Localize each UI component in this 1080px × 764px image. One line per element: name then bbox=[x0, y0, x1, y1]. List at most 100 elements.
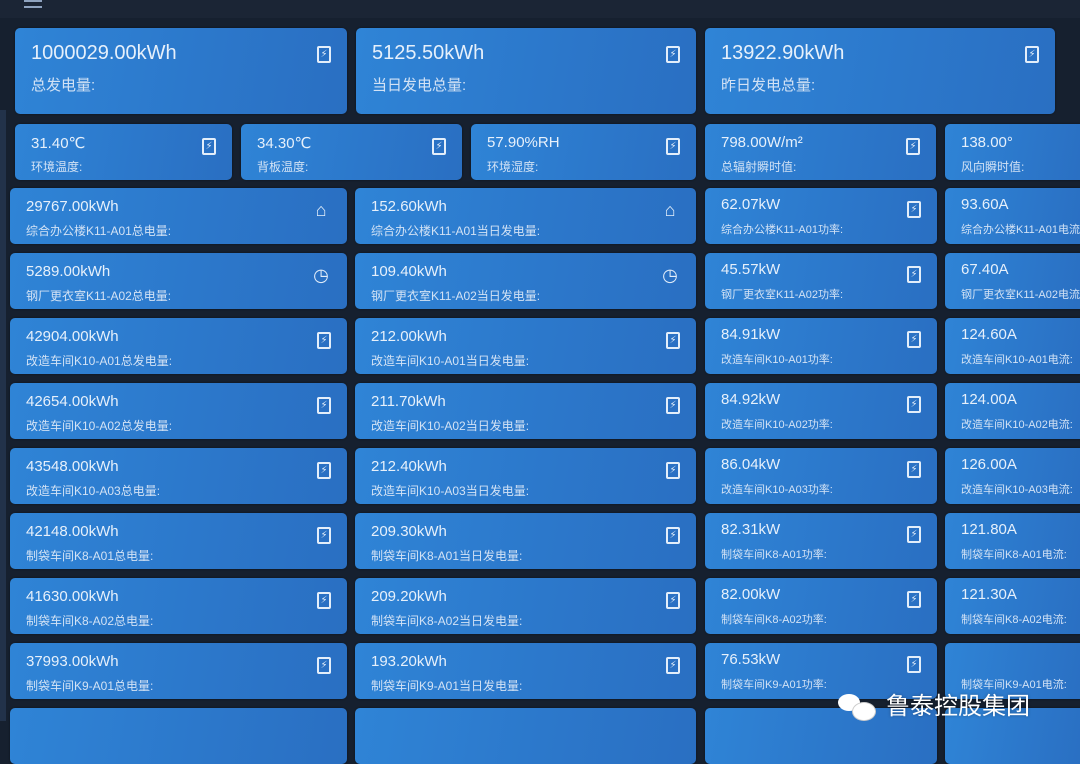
card-label: 改造车间K10-A03当日发电量: bbox=[371, 484, 530, 498]
meter-card-current[interactable]: 93.60A 综合办公楼K11-A01电流: bbox=[945, 188, 1080, 244]
file-icon[interactable]: ⚡ bbox=[666, 397, 680, 414]
meter-card-daily[interactable]: 109.40kWh 钢厂更衣室K11-A02当日发电量: ◷ bbox=[355, 253, 696, 309]
meter-card-daily[interactable]: 193.20kWh 制袋车间K9-A01当日发电量: ⚡ bbox=[355, 643, 696, 699]
home-icon[interactable]: ⌂ bbox=[315, 200, 327, 220]
watermark-text: 鲁泰控股集团 bbox=[886, 693, 1030, 720]
meter-card-power[interactable]: 84.91kW 改造车间K10-A01功率: ⚡ bbox=[705, 318, 937, 374]
file-icon[interactable]: ⚡ bbox=[907, 461, 921, 478]
file-icon[interactable]: ⚡ bbox=[317, 592, 331, 609]
meter-card-daily[interactable]: 211.70kWh 改造车间K10-A02当日发电量: ⚡ bbox=[355, 383, 696, 439]
file-icon[interactable]: ⚡ bbox=[907, 201, 921, 218]
file-icon[interactable]: ⚡ bbox=[666, 592, 680, 609]
meter-card-power[interactable]: 76.53kW 制袋车间K9-A01功率: ⚡ bbox=[705, 643, 937, 699]
file-icon[interactable]: ⚡ bbox=[317, 527, 331, 544]
summary-card[interactable]: 5125.50kWh 当日发电总量: ⚡ bbox=[356, 28, 696, 114]
card-label: 钢厂更衣室K11-A02当日发电量: bbox=[371, 289, 541, 303]
file-icon[interactable]: ⚡ bbox=[432, 138, 446, 155]
meter-card-current[interactable]: 制袋车间K9-A01电流: bbox=[945, 643, 1080, 699]
card-label: 改造车间K10-A02当日发电量: bbox=[371, 419, 530, 433]
card-value: 31.40℃ bbox=[31, 135, 86, 152]
file-icon[interactable]: ⚡ bbox=[907, 266, 921, 283]
file-icon[interactable]: ⚡ bbox=[907, 526, 921, 543]
file-icon[interactable]: ⚡ bbox=[317, 397, 331, 414]
card-value: 209.30kWh bbox=[371, 523, 447, 540]
meter-card-daily[interactable]: 209.30kWh 制袋车间K8-A01当日发电量: ⚡ bbox=[355, 513, 696, 569]
file-icon[interactable]: ⚡ bbox=[907, 656, 921, 673]
meter-card-current[interactable]: 124.60A 改造车间K10-A01电流: bbox=[945, 318, 1080, 374]
meter-card-total[interactable]: 42148.00kWh 制袋车间K8-A01总电量: ⚡ bbox=[10, 513, 347, 569]
card-value: 67.40A bbox=[961, 261, 1009, 278]
card-label: 制袋车间K9-A01当日发电量: bbox=[371, 679, 523, 693]
meter-card-total[interactable]: 41630.00kWh 制袋车间K8-A02总电量: ⚡ bbox=[10, 578, 347, 634]
card-value: 121.80A bbox=[961, 521, 1017, 538]
meter-card-total[interactable]: 29767.00kWh 综合办公楼K11-A01总电量: ⌂ bbox=[10, 188, 347, 244]
file-icon[interactable]: ⚡ bbox=[907, 396, 921, 413]
card-value: 82.31kW bbox=[721, 521, 781, 538]
meter-card-current[interactable]: 121.80A 制袋车间K8-A01电流: bbox=[945, 513, 1080, 569]
file-icon[interactable]: ⚡ bbox=[317, 462, 331, 479]
card-value: 57.90%RH bbox=[487, 134, 560, 151]
file-icon[interactable]: ⚡ bbox=[907, 331, 921, 348]
file-icon[interactable]: ⚡ bbox=[202, 138, 216, 155]
card-label: 制袋车间K8-A01功率: bbox=[721, 549, 827, 561]
card-value: 193.20kWh bbox=[371, 653, 447, 670]
meter-card-current[interactable]: 67.40A 钢厂更衣室K11-A02电流: bbox=[945, 253, 1080, 309]
card-label: 制袋车间K9-A01电流: bbox=[961, 679, 1067, 691]
meter-card-power[interactable]: 82.31kW 制袋车间K8-A01功率: ⚡ bbox=[705, 513, 937, 569]
card-value: 84.91kW bbox=[721, 326, 781, 343]
meter-card-current[interactable]: 126.00A 改造车间K10-A03电流: bbox=[945, 448, 1080, 504]
gauge-icon[interactable]: ◷ bbox=[662, 265, 678, 285]
file-icon[interactable]: ⚡ bbox=[317, 46, 331, 63]
file-icon[interactable]: ⚡ bbox=[666, 46, 680, 63]
meter-card-power[interactable]: 84.92kW 改造车间K10-A02功率: ⚡ bbox=[705, 383, 937, 439]
meter-card-total[interactable]: 42904.00kWh 改造车间K10-A01总发电量: ⚡ bbox=[10, 318, 347, 374]
file-icon[interactable]: ⚡ bbox=[666, 462, 680, 479]
meter-card-power[interactable]: 45.57kW 钢厂更衣室K11-A02功率: ⚡ bbox=[705, 253, 937, 309]
card-label: 制袋车间K8-A02总电量: bbox=[26, 614, 154, 628]
environment-card[interactable]: 138.00° 风向瞬时值: bbox=[945, 124, 1080, 180]
summary-card[interactable]: 1000029.00kWh 总发电量: ⚡ bbox=[15, 28, 347, 114]
environment-card[interactable]: 31.40℃ 环境温度: ⚡ bbox=[15, 124, 232, 180]
meter-card-total[interactable]: 43548.00kWh 改造车间K10-A03总电量: ⚡ bbox=[10, 448, 347, 504]
card-value: 1000029.00kWh bbox=[31, 42, 177, 64]
meter-card-daily[interactable]: 212.40kWh 改造车间K10-A03当日发电量: ⚡ bbox=[355, 448, 696, 504]
file-icon[interactable]: ⚡ bbox=[666, 332, 680, 349]
meter-card-total[interactable]: 37993.00kWh 制袋车间K9-A01总电量: ⚡ bbox=[10, 643, 347, 699]
environment-card[interactable]: 798.00W/m² 总辐射瞬时值: ⚡ bbox=[705, 124, 936, 180]
card-value: 212.40kWh bbox=[371, 458, 447, 475]
file-icon[interactable]: ⚡ bbox=[666, 138, 680, 155]
environment-card[interactable]: 57.90%RH 环境湿度: ⚡ bbox=[471, 124, 696, 180]
meter-card-partial[interactable] bbox=[355, 708, 696, 764]
file-icon[interactable]: ⚡ bbox=[317, 657, 331, 674]
card-label: 制袋车间K8-A01当日发电量: bbox=[371, 549, 523, 563]
meter-card-daily[interactable]: 212.00kWh 改造车间K10-A01当日发电量: ⚡ bbox=[355, 318, 696, 374]
meter-card-current[interactable]: 121.30A 制袋车间K8-A02电流: bbox=[945, 578, 1080, 634]
meter-card-partial[interactable] bbox=[10, 708, 347, 764]
file-icon[interactable]: ⚡ bbox=[907, 591, 921, 608]
file-icon[interactable]: ⚡ bbox=[666, 657, 680, 674]
card-value: 13922.90kWh bbox=[721, 42, 845, 64]
meter-card-power[interactable]: 62.07kW 综合办公楼K11-A01功率: ⚡ bbox=[705, 188, 937, 244]
meter-card-total[interactable]: 42654.00kWh 改造车间K10-A02总发电量: ⚡ bbox=[10, 383, 347, 439]
meter-card-daily[interactable]: 209.20kWh 制袋车间K8-A02当日发电量: ⚡ bbox=[355, 578, 696, 634]
environment-card[interactable]: 34.30℃ 背板温度: ⚡ bbox=[241, 124, 462, 180]
file-icon[interactable]: ⚡ bbox=[1025, 46, 1039, 63]
card-value: 42654.00kWh bbox=[26, 393, 119, 410]
gauge-icon[interactable]: ◷ bbox=[313, 265, 329, 285]
file-icon[interactable]: ⚡ bbox=[666, 527, 680, 544]
card-label: 改造车间K10-A01当日发电量: bbox=[371, 354, 530, 368]
meter-card-daily[interactable]: 152.60kWh 综合办公楼K11-A01当日发电量: ⌂ bbox=[355, 188, 696, 244]
card-label: 环境温度: bbox=[31, 160, 83, 174]
file-icon[interactable]: ⚡ bbox=[317, 332, 331, 349]
menu-icon[interactable] bbox=[24, 0, 42, 8]
card-label: 制袋车间K8-A02当日发电量: bbox=[371, 614, 523, 628]
meter-card-power[interactable]: 86.04kW 改造车间K10-A03功率: ⚡ bbox=[705, 448, 937, 504]
meter-card-total[interactable]: 5289.00kWh 钢厂更衣室K11-A02总电量: ◷ bbox=[10, 253, 347, 309]
card-value: 212.00kWh bbox=[371, 328, 447, 345]
file-icon[interactable]: ⚡ bbox=[906, 138, 920, 155]
meter-card-power[interactable]: 82.00kW 制袋车间K8-A02功率: ⚡ bbox=[705, 578, 937, 634]
card-label: 环境湿度: bbox=[487, 160, 539, 174]
meter-card-current[interactable]: 124.00A 改造车间K10-A02电流: bbox=[945, 383, 1080, 439]
summary-card[interactable]: 13922.90kWh 昨日发电总量: ⚡ bbox=[705, 28, 1055, 114]
home-icon[interactable]: ⌂ bbox=[664, 200, 676, 220]
